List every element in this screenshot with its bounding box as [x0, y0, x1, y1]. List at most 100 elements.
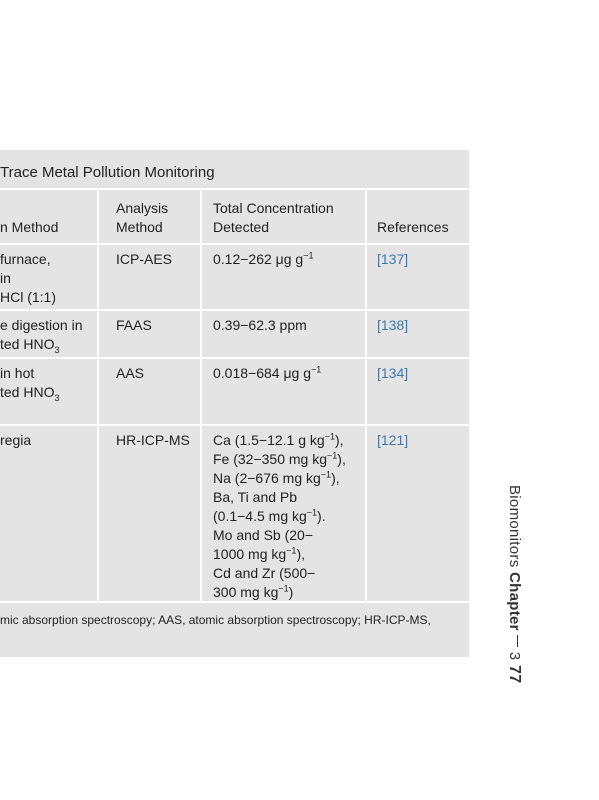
cell-background — [367, 426, 469, 601]
text-line: References — [377, 219, 449, 235]
running-head: Biomonitors Chapter 3 77 — [505, 485, 523, 683]
cell-background — [0, 426, 97, 601]
text: (0.1−4.5 mg kg — [213, 508, 307, 524]
text-line: Fe (32−350 mg kg−1), — [213, 450, 346, 469]
text-line: Ca (1.5−12.1 g kg−1), — [213, 431, 346, 450]
table-cell: furnace, in HCl (1:1) — [0, 250, 56, 307]
table-cell: Total Concentration Detected — [213, 199, 334, 237]
text-line: [121] — [377, 432, 409, 448]
text-line: FAAS — [116, 317, 152, 333]
cell-background — [367, 245, 469, 309]
text: ), — [334, 432, 344, 448]
table-cell: [138] — [377, 316, 408, 335]
superscript: −1 — [324, 431, 335, 442]
text-line: 0.39−62.3 ppm — [213, 317, 307, 333]
text-line: furnace, — [0, 251, 51, 267]
text-line: HR-ICP-MS — [116, 432, 190, 448]
text: ). — [317, 508, 326, 524]
text-line: Na (2−676 mg kg−1), — [213, 469, 346, 488]
text-line: in — [0, 270, 11, 286]
cell-background — [0, 245, 97, 309]
table-title: Trace Metal Pollution Monitoring — [0, 164, 215, 181]
table-cell: n Method — [0, 218, 58, 237]
text: 1000 mg kg — [213, 546, 287, 562]
cell-background — [99, 359, 200, 424]
text-line: in hot — [0, 365, 35, 381]
table-cell: [121] — [377, 431, 408, 450]
text-line: Cd and Zr (500− — [213, 565, 316, 581]
text-line: n Method — [0, 219, 59, 235]
table-cell: 0.39−62.3 ppm — [213, 316, 307, 335]
text-line: [138] — [377, 317, 409, 333]
book-title: Biomonitors — [506, 485, 523, 568]
footnote: mic absorption spectroscopy; AAS, atomic… — [0, 613, 431, 627]
cell-background — [202, 311, 365, 357]
text: ) — [288, 584, 294, 600]
superscript: −1 — [320, 469, 332, 480]
table-cell: ICP-AES — [116, 250, 172, 269]
text-line: (0.1−4.5 mg kg−1). — [213, 507, 346, 526]
text: Na (2−676 mg kg — [213, 470, 321, 486]
text: Fe (32−350 mg kg — [213, 451, 328, 467]
text: 0.12−262 μg g — [213, 251, 304, 267]
text-line: Mo and Sb (20− — [213, 527, 314, 543]
text-line: 0.018−684 μg g−1 — [213, 364, 321, 383]
text-line: regia — [0, 432, 32, 448]
text: ), — [337, 451, 346, 467]
cell-background — [0, 359, 97, 424]
text-line: Ba, Ti and Pb — [213, 489, 298, 505]
table-cell: References — [377, 218, 449, 237]
cell-background — [202, 190, 365, 243]
text: Ca (1.5−12.1 g kg — [213, 432, 325, 448]
cell-background — [99, 245, 200, 309]
page-number: 77 — [506, 664, 523, 684]
cell-background — [99, 311, 200, 357]
text: 0.018−684 μg g — [213, 365, 311, 381]
superscript: −1 — [278, 583, 289, 594]
chapter-label: Chapter — [506, 571, 523, 631]
table-cell: regia — [0, 431, 31, 450]
cell-background — [367, 190, 469, 243]
table-cell: [137] — [377, 250, 408, 269]
table-cell: 0.018−684 μg g−1 — [213, 364, 321, 383]
table-cell: Analysis Method — [116, 199, 168, 237]
table-cell: in hot ted HNO3 — [0, 364, 59, 402]
text-line: [137] — [377, 251, 409, 267]
text: ), — [331, 470, 340, 486]
text-line: 300 mg kg−1) — [213, 583, 346, 602]
table-cell: e digestion in ted HNO3 — [0, 316, 83, 354]
superscript: −1 — [306, 507, 318, 518]
chapter-number: 3 — [506, 651, 523, 661]
cell-background — [202, 426, 365, 601]
cell-background — [367, 359, 469, 424]
subscript: 3 — [54, 392, 60, 403]
text-line: e digestion in — [0, 317, 83, 333]
cell-background — [367, 311, 469, 357]
text-line: 1000 mg kg−1), — [213, 545, 346, 564]
table-cell: FAAS — [116, 316, 152, 335]
subscript: 3 — [54, 344, 60, 355]
table-cell: Ca (1.5−12.1 g kg−1), Fe (32−350 mg kg−1)… — [213, 431, 346, 602]
table-cell: AAS — [116, 364, 144, 383]
cell-background — [99, 190, 200, 243]
text-line: Method — [116, 219, 163, 235]
cell-background — [0, 603, 469, 657]
text: ted HNO — [0, 384, 55, 400]
separator — [517, 635, 519, 648]
superscript: −1 — [286, 545, 297, 556]
text-line: Detected — [213, 219, 270, 235]
cell-background — [202, 359, 365, 424]
text-line: ted HNO3 — [0, 335, 83, 354]
text: 300 mg kg — [213, 584, 279, 600]
text: ted HNO — [0, 336, 55, 352]
cell-background — [0, 190, 97, 243]
text: ), — [296, 546, 305, 562]
superscript: −1 — [327, 450, 338, 461]
cell-background — [0, 150, 469, 188]
superscript: −1 — [311, 364, 322, 375]
cell-background — [202, 245, 365, 309]
text-line: AAS — [116, 365, 145, 381]
text-line: Analysis — [116, 200, 169, 216]
text-line: 0.12−262 μg g−1 — [213, 250, 313, 269]
